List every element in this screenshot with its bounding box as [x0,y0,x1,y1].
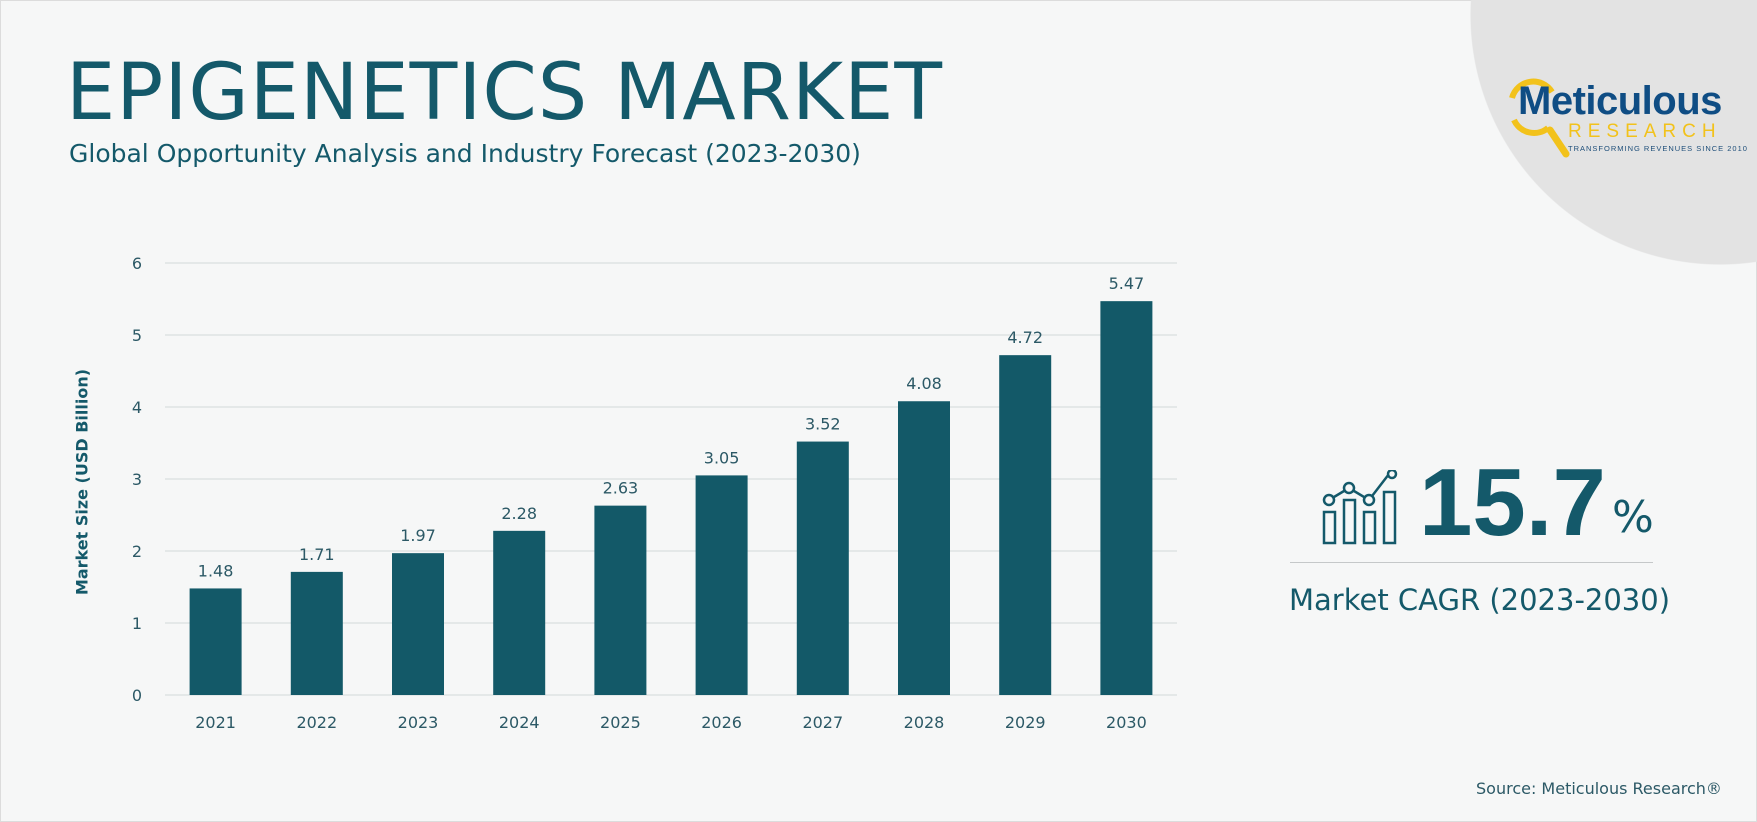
logo-name: Meticulous [1518,79,1722,123]
data-label: 4.72 [1007,328,1043,347]
data-label: 2.63 [603,479,639,498]
y-tick-label: 0 [132,686,142,705]
x-tick-label: 2022 [296,713,337,732]
data-label: 5.47 [1109,274,1145,293]
x-tick-label: 2028 [904,713,945,732]
bar-chart-trend-icon [1322,470,1398,545]
page-title: EPIGENETICS MARKET [66,48,944,138]
x-tick-label: 2024 [499,713,540,732]
x-tick-label: 2023 [398,713,439,732]
bar-2025 [594,505,647,695]
bar-2026 [695,475,748,695]
meticulous-research-logo: Meticulous RESEARCH TRANSFORMING REVENUE… [1508,72,1747,162]
y-axis-label: Market Size (USD Billion) [72,368,92,596]
x-tick-label: 2025 [600,713,641,732]
data-label: 1.48 [198,561,234,580]
bar-2030 [1100,301,1153,695]
y-tick-label: 6 [132,254,142,273]
bar-2023 [392,553,444,695]
y-tick-label: 1 [132,614,142,633]
bar-2024 [493,530,546,695]
cagr-unit: % [1612,492,1654,543]
bar-2027 [796,441,849,695]
magnifier-icon [1509,78,1570,158]
logo-tagline: TRANSFORMING REVENUES SINCE 2010 [1568,144,1748,153]
divider [1290,562,1653,563]
y-tick-label: 2 [132,542,142,561]
data-label: 1.97 [400,526,436,545]
x-tick-label: 2026 [701,713,742,732]
cagr-label: Market CAGR (2023-2030) [1289,583,1671,617]
logo-sub: RESEARCH [1568,121,1722,142]
bar-2021 [189,588,242,695]
x-tick-label: 2027 [802,713,843,732]
x-tick-label: 2029 [1005,713,1046,732]
logo-backdrop-circle [1470,0,1757,266]
page-subtitle: Global Opportunity Analysis and Industry… [69,139,861,168]
data-label: 2.28 [501,504,537,523]
data-label: 4.08 [906,374,942,393]
source-note: Source: Meticulous Research® [1476,779,1722,798]
x-tick-label: 2021 [195,713,236,732]
data-label: 1.71 [299,545,335,564]
y-tick-label: 4 [132,398,142,417]
y-tick-label: 5 [132,326,142,345]
data-label: 3.05 [704,448,740,467]
cagr-value: 15.7 [1419,449,1606,556]
x-tick-label: 2030 [1106,713,1147,732]
data-label: 3.52 [805,415,841,434]
bar-2029 [999,355,1052,695]
bar-2028 [898,401,950,695]
y-tick-label: 3 [132,470,142,489]
bar-2022 [290,571,343,695]
